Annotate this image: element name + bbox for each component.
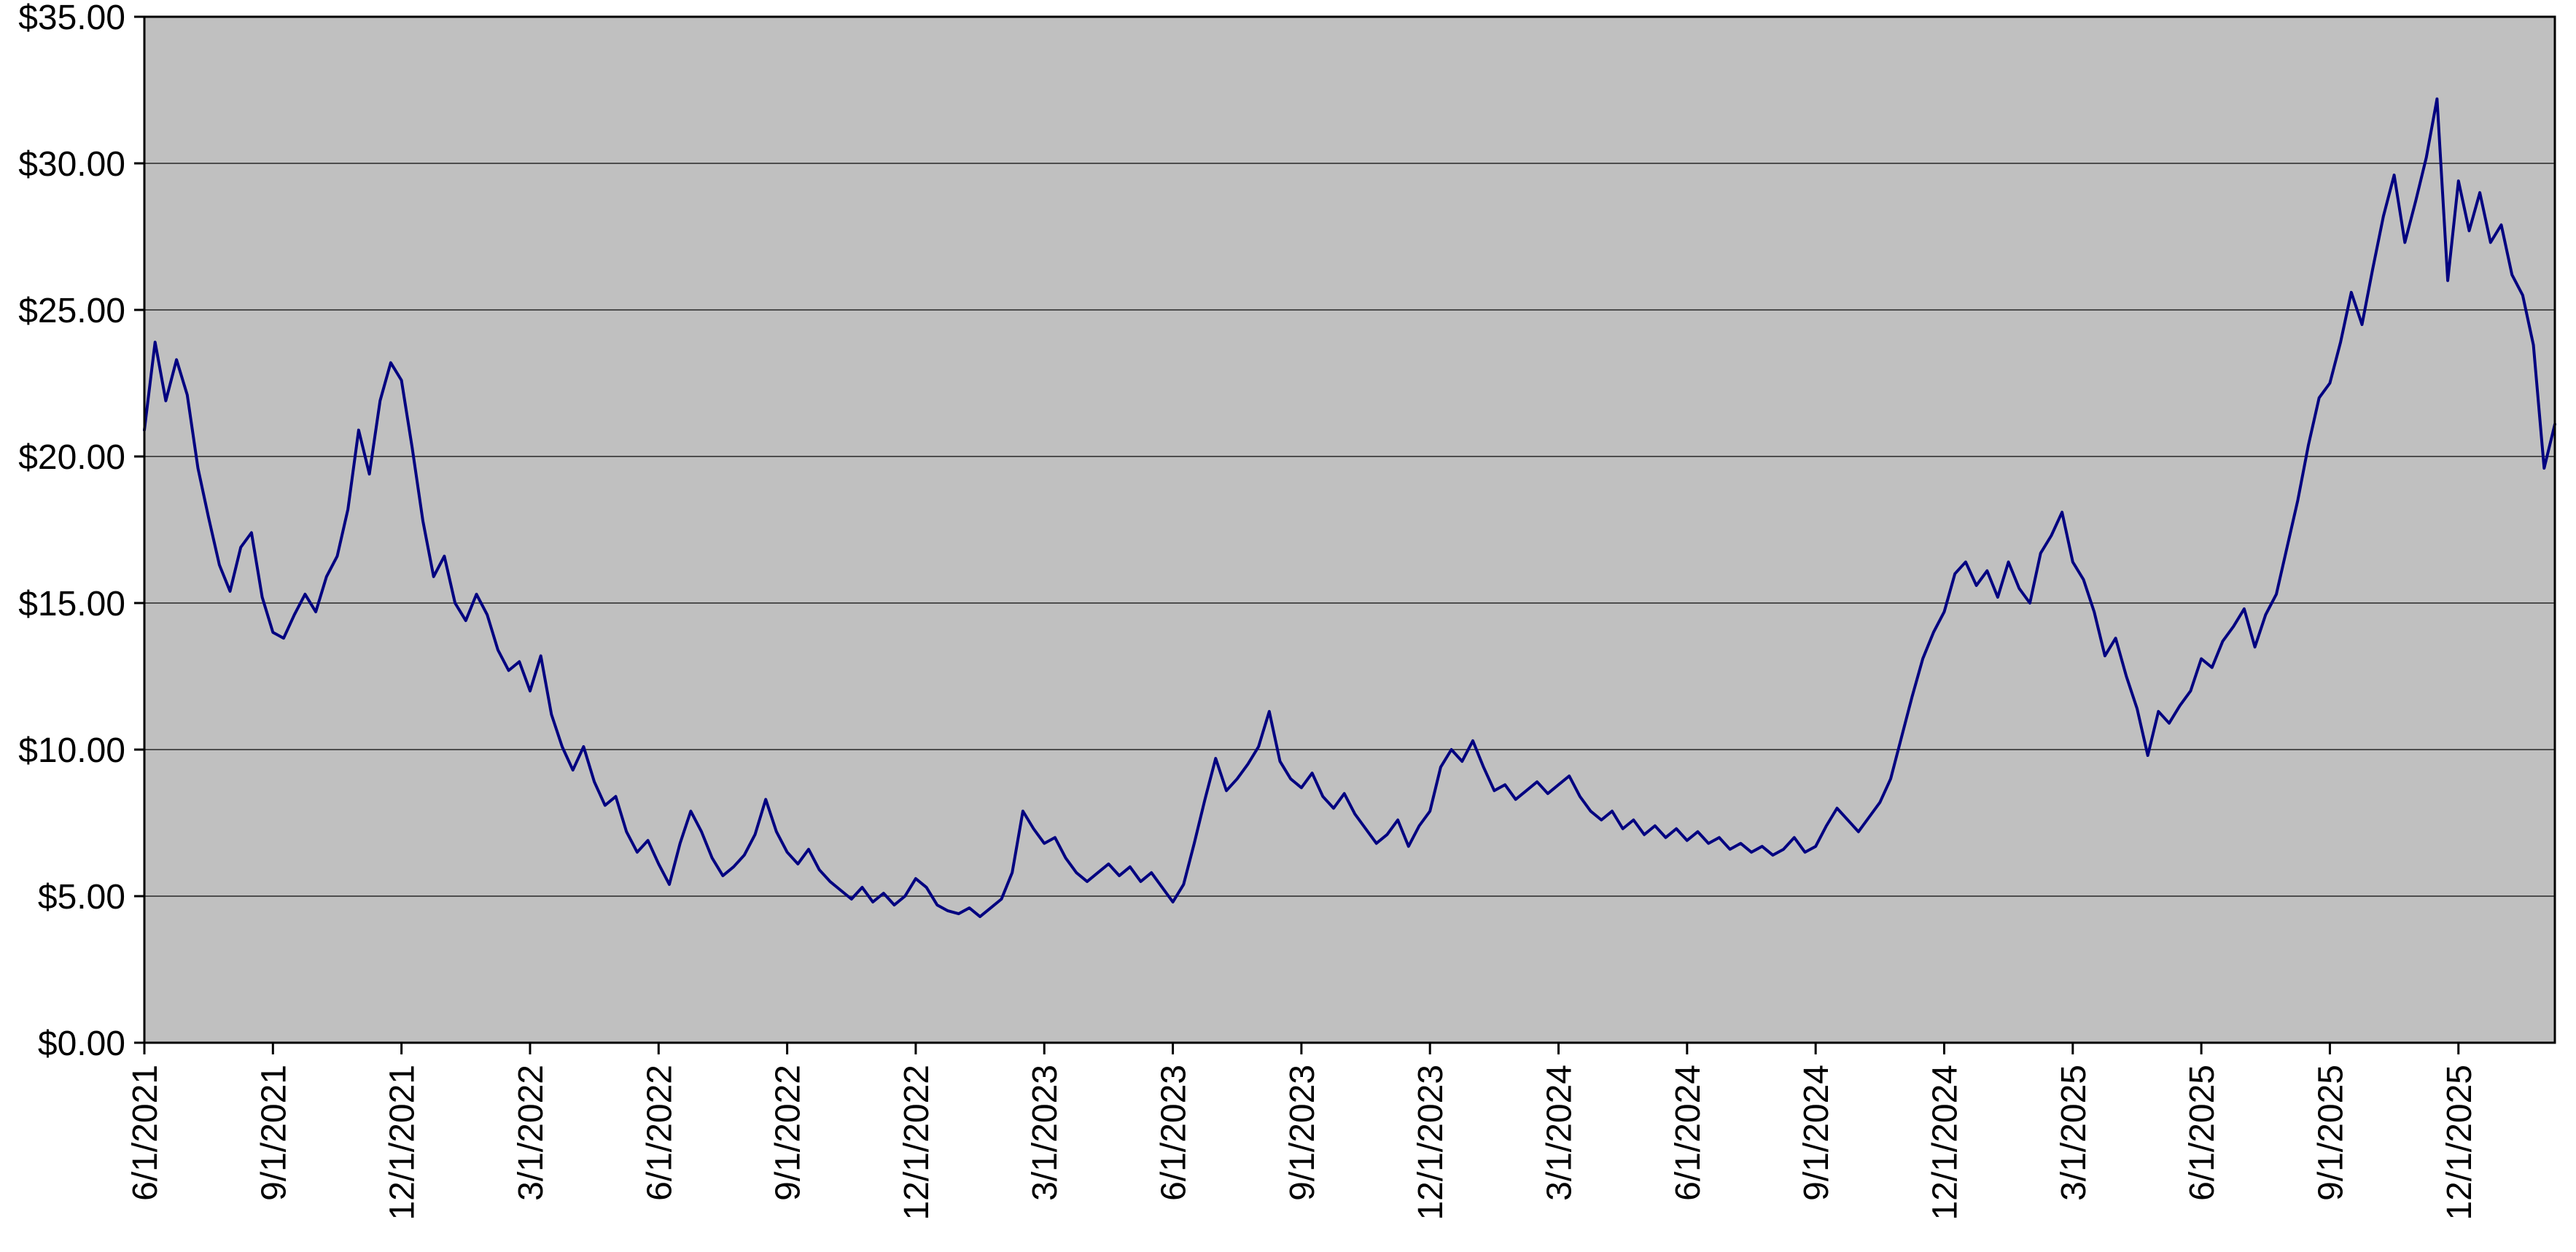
x-tick-label: 6/1/2024 bbox=[1669, 1065, 1708, 1201]
x-tick-label: 9/1/2022 bbox=[769, 1065, 808, 1201]
x-tick-label: 3/1/2022 bbox=[512, 1065, 550, 1201]
y-tick-label: $30.00 bbox=[18, 145, 125, 184]
x-tick-label: 3/1/2025 bbox=[2055, 1065, 2093, 1201]
y-tick-label: $5.00 bbox=[38, 878, 125, 917]
plot-border bbox=[143, 15, 2556, 1044]
x-tick-label: 12/1/2022 bbox=[898, 1065, 936, 1221]
x-tick-label: 9/1/2024 bbox=[1797, 1065, 1836, 1201]
x-tick-label: 6/1/2025 bbox=[2183, 1065, 2222, 1201]
x-tick-label: 9/1/2021 bbox=[254, 1065, 293, 1201]
x-tick-label: 12/1/2023 bbox=[1412, 1065, 1450, 1221]
x-tick-label: 6/1/2022 bbox=[640, 1065, 679, 1201]
x-tick-label: 6/1/2023 bbox=[1155, 1065, 1194, 1201]
x-tick-label: 12/1/2025 bbox=[2440, 1065, 2479, 1221]
price-line bbox=[143, 97, 2556, 919]
y-tick-label: $10.00 bbox=[18, 731, 125, 770]
x-tick-label: 3/1/2024 bbox=[1541, 1065, 1579, 1201]
y-tick-label: $35.00 bbox=[18, 0, 125, 37]
x-tick-label: 12/1/2021 bbox=[384, 1065, 422, 1221]
y-tick-label: $0.00 bbox=[38, 1024, 125, 1063]
y-tick-label: $25.00 bbox=[18, 292, 125, 330]
y-tick-label: $20.00 bbox=[18, 438, 125, 477]
x-tick-label: 12/1/2024 bbox=[1926, 1065, 1964, 1221]
plot-area bbox=[144, 17, 2555, 1043]
x-tick-label: 9/1/2023 bbox=[1283, 1065, 1322, 1201]
x-tick-label: 3/1/2023 bbox=[1026, 1065, 1065, 1201]
y-tick-label: $15.00 bbox=[18, 585, 125, 623]
x-tick-label: 6/1/2021 bbox=[126, 1065, 165, 1201]
x-tick-label: 9/1/2025 bbox=[2311, 1065, 2350, 1201]
